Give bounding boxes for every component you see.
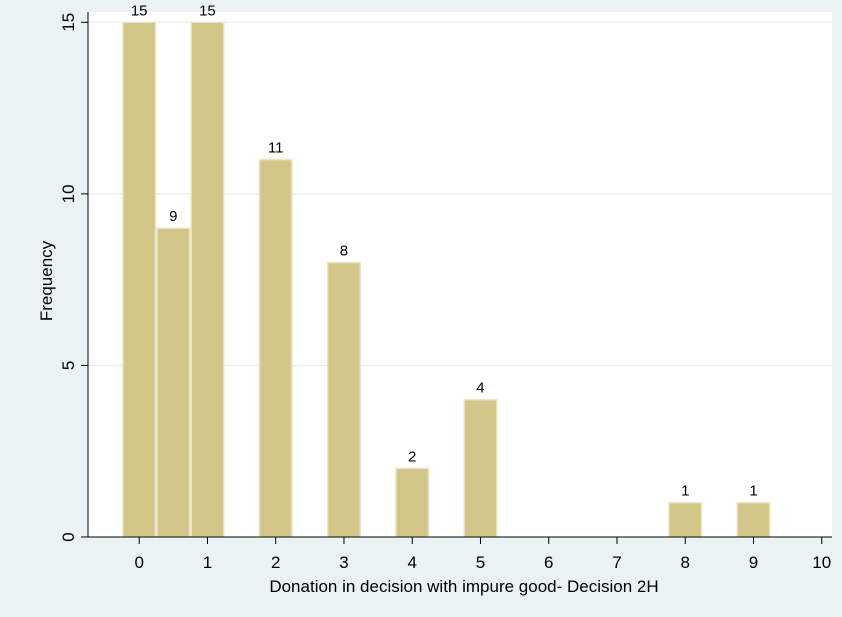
x-tick-label: 6 (544, 553, 553, 572)
bar (258, 158, 293, 538)
x-tick-label: 10 (812, 553, 831, 572)
x-tick-label: 9 (749, 553, 758, 572)
y-tick-label: 5 (59, 361, 78, 370)
bar (122, 21, 157, 538)
y-tick-label: 0 (59, 532, 78, 541)
bar (326, 261, 362, 538)
x-tick-label: 3 (339, 553, 348, 572)
data-label: 15 (131, 2, 148, 19)
y-tick-label: 15 (59, 13, 78, 32)
x-axis-title: Donation in decision with impure good- D… (269, 577, 658, 596)
bar (395, 467, 430, 538)
x-tick-label: 4 (407, 553, 416, 572)
axes (87, 12, 832, 538)
bars (122, 21, 771, 538)
x-tick-label: 7 (612, 553, 621, 572)
x-tick-label: 1 (203, 553, 212, 572)
data-label: 1 (749, 483, 757, 500)
x-tick-label: 8 (681, 553, 690, 572)
data-label: 15 (199, 2, 216, 19)
bar (463, 398, 498, 538)
x-tick-label: 0 (134, 553, 143, 572)
data-label: 9 (169, 208, 177, 225)
y-tick-label: 10 (59, 184, 78, 203)
bar (668, 501, 703, 538)
x-tick-label: 2 (271, 553, 280, 572)
bar (156, 227, 191, 538)
axis-ticks: 0 1 2 3 4 5 6 7 8 9 10 0 5 10 15 (59, 13, 831, 572)
data-label: 4 (476, 380, 484, 397)
data-label: 1 (681, 483, 689, 500)
data-label: 8 (340, 242, 348, 259)
x-tick-label: 5 (476, 553, 485, 572)
bar (736, 501, 771, 538)
y-axis-title: Frequency (37, 240, 56, 321)
data-label: 2 (408, 448, 416, 465)
data-label: 11 (268, 140, 284, 157)
bar (190, 21, 225, 538)
